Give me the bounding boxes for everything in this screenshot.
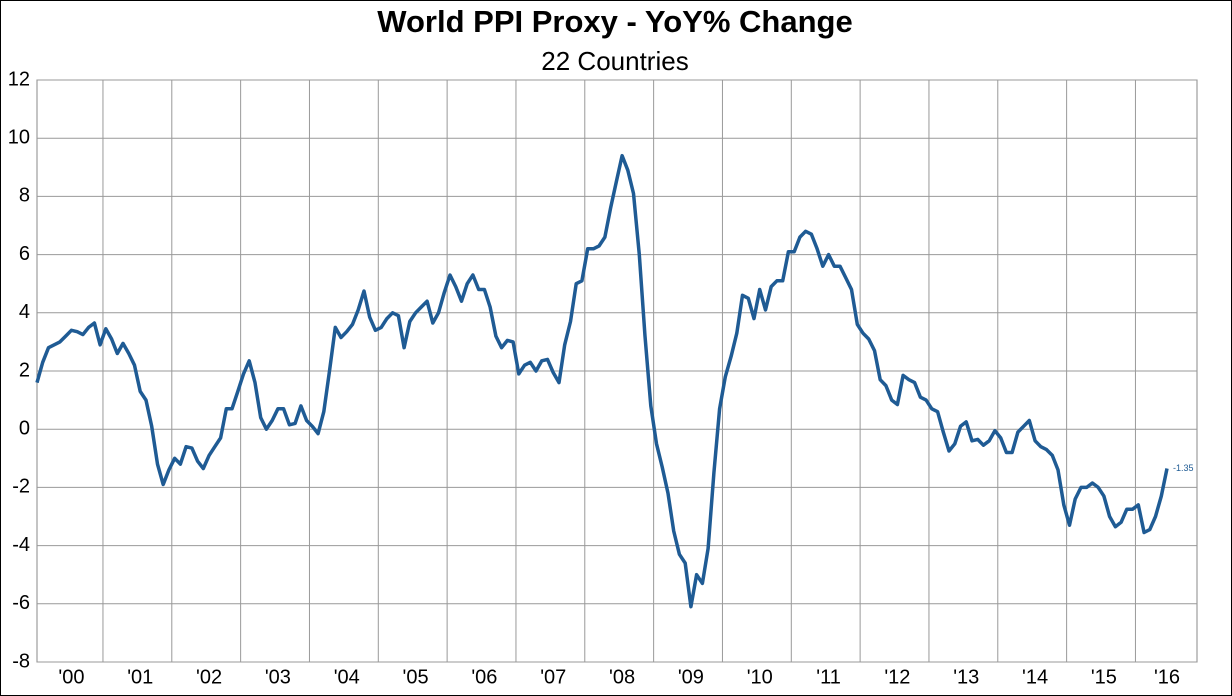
y-tick-label: 6: [19, 243, 30, 265]
x-tick-label: '06: [471, 666, 497, 688]
x-tick-label: '08: [609, 666, 635, 688]
x-tick-label: '07: [540, 666, 566, 688]
x-tick-label: '01: [127, 666, 153, 688]
x-tick-label: '03: [265, 666, 291, 688]
y-tick-label: 8: [19, 185, 30, 207]
y-tick-label: 2: [19, 359, 30, 381]
series-line: [35, 153, 1169, 609]
x-tick-label: '05: [403, 666, 429, 688]
y-tick-label: -8: [12, 650, 30, 672]
x-tick-label: '12: [884, 666, 910, 688]
x-tick-label: '10: [747, 666, 773, 688]
y-tick-label: -2: [12, 476, 30, 498]
chart-title: World PPI Proxy - YoY% Change: [377, 4, 852, 39]
chart-subtitle: 22 Countries: [541, 46, 688, 76]
x-tick-label: '16: [1154, 666, 1180, 688]
y-tick-label: -6: [12, 592, 30, 614]
x-tick-label: '15: [1091, 666, 1117, 688]
value-label: -1.35: [1173, 463, 1194, 473]
y-tick-label: -4: [12, 534, 30, 556]
x-tick-label: '02: [196, 666, 222, 688]
y-tick-label: 4: [19, 301, 30, 323]
x-tick-label: '13: [953, 666, 979, 688]
y-tick-label: 12: [8, 68, 30, 90]
x-tick-label: '04: [334, 666, 360, 688]
x-tick-label: '11: [816, 666, 841, 688]
x-tick-label: '09: [678, 666, 704, 688]
y-tick-label: 10: [8, 126, 30, 148]
x-tick-label: '14: [1022, 666, 1048, 688]
y-tick-label: 0: [19, 417, 30, 439]
x-tick-label: '00: [58, 666, 84, 688]
